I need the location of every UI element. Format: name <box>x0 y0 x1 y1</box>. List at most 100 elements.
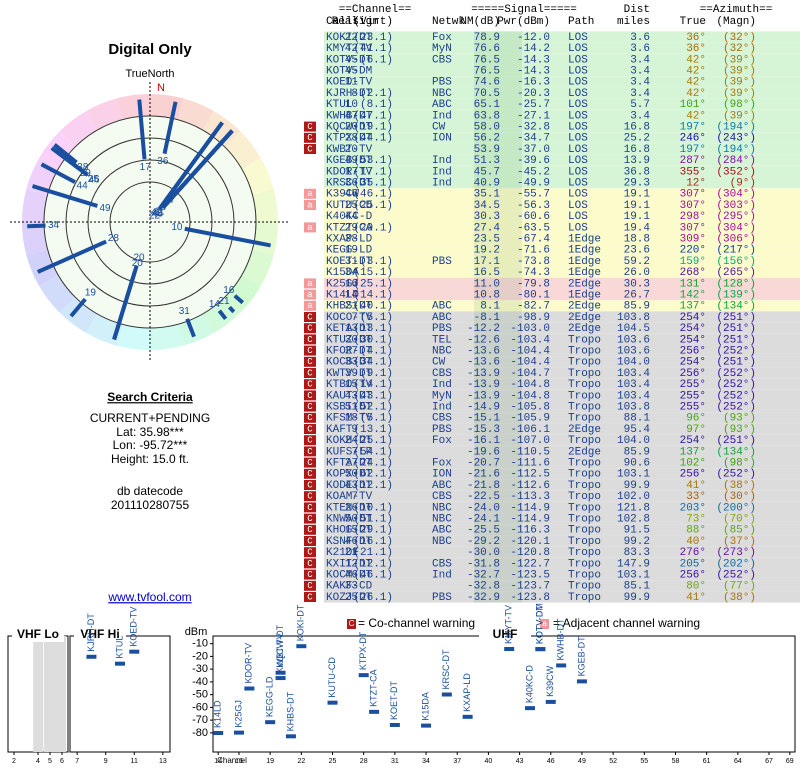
cell: 40° <box>686 536 706 548</box>
cell: (77°) <box>723 581 756 593</box>
cell: -113.3 <box>510 491 550 503</box>
cell: Tropo <box>568 413 601 425</box>
cell: KFTA-DT <box>326 458 373 470</box>
signal-bar <box>389 722 400 727</box>
cell: (15.1) <box>353 267 393 279</box>
cell: -37.0 <box>517 144 550 156</box>
signal-label: KJRH-DT <box>86 613 96 652</box>
cell: 46 <box>345 536 358 548</box>
title: Digital Only <box>108 41 192 58</box>
x-tick-label: 34 <box>422 758 430 765</box>
signal-label: KHBS-DT <box>285 691 295 731</box>
x-tick-label: 37 <box>453 758 461 765</box>
cell: -71.6 <box>517 245 550 257</box>
cell: CBS <box>432 558 452 570</box>
cell: Tropo <box>568 514 601 526</box>
cell: 254° <box>680 312 706 324</box>
cell: -73.8 <box>517 256 550 268</box>
cell: 2Edge <box>568 446 601 458</box>
cell: NBC <box>432 536 452 548</box>
cell: 15 <box>345 379 358 391</box>
cell: (25.1) <box>353 435 393 447</box>
signal-label: KWHB-DT <box>556 618 566 660</box>
warning-icon <box>304 457 316 468</box>
cell: 255° <box>680 402 706 414</box>
cell: Ind <box>432 155 452 167</box>
site-link[interactable]: www.tvfool.com <box>107 590 191 604</box>
cell: 287° <box>680 155 706 167</box>
x-tick-label: 58 <box>672 758 680 765</box>
cell: (3.1) <box>360 256 393 268</box>
cell: -19.6 <box>467 446 500 458</box>
signal-bar <box>369 709 380 714</box>
reserved-band <box>33 636 44 752</box>
cell: 45.7 <box>474 166 500 178</box>
signal-label: KTUL <box>114 636 124 659</box>
warning-letter: a <box>307 189 313 199</box>
cell: 11.0 <box>474 278 500 290</box>
cell: 36 <box>345 178 358 190</box>
cell: -32.9 <box>467 592 500 604</box>
cell: 91.5 <box>624 525 650 537</box>
datecode-label: db datecode <box>117 484 183 498</box>
row-background <box>324 580 800 592</box>
cell: -12.0 <box>517 32 550 44</box>
cell: 101° <box>680 99 706 111</box>
warning-icon <box>304 222 316 233</box>
warning-letter: a <box>307 301 313 311</box>
x-tick-label: 6 <box>60 758 64 765</box>
cell: 197° <box>680 122 706 134</box>
signal-label: KTPX-DT <box>358 631 368 670</box>
signal-label: KOKI-DT <box>296 604 306 641</box>
cell: 7 <box>351 312 358 324</box>
cell: 25 <box>345 592 358 604</box>
cell: NBC <box>432 346 452 358</box>
row-background <box>324 266 800 278</box>
cell: ABC <box>432 99 452 111</box>
cell: K15DA <box>326 267 359 279</box>
cell: PBS <box>432 77 452 89</box>
cell: (273°) <box>716 547 756 559</box>
datecode: 201110280755 <box>111 498 190 512</box>
cell: -103.4 <box>510 334 550 346</box>
cell: KHBS-DT <box>326 301 373 313</box>
cell: 2Edge <box>568 312 601 324</box>
cell: (39°) <box>723 88 756 100</box>
signal-label: KMYT-TV <box>504 605 514 644</box>
cell: KXII-DT <box>326 558 373 570</box>
cell: KHOG-DT <box>326 525 373 537</box>
warning-letter: C <box>307 357 313 367</box>
cell: 17.1 <box>474 256 501 268</box>
x-tick-label: 31 <box>391 758 399 765</box>
cell: 14 <box>345 290 359 302</box>
cell: (8.1) <box>360 99 393 111</box>
station-ray <box>36 239 107 274</box>
cell: (251°) <box>716 323 756 335</box>
cell: -67.4 <box>517 234 550 246</box>
cell: 88.1 <box>624 413 651 425</box>
warning-icon <box>304 468 316 479</box>
row-background <box>324 233 800 245</box>
cell: -16.1 <box>467 435 500 447</box>
warning-letter: C <box>307 380 313 390</box>
row-background <box>324 445 800 457</box>
row-background <box>324 109 800 121</box>
cell: Tropo <box>568 536 601 548</box>
cell: (52.1) <box>353 402 393 414</box>
cell: 256° <box>680 346 706 358</box>
warning-letter: C <box>307 492 313 502</box>
warning-icon <box>304 536 316 546</box>
cell: 97° <box>686 424 706 436</box>
cell: Tropo <box>568 357 601 369</box>
row-background <box>324 479 800 491</box>
row-background <box>324 300 800 312</box>
cell: 40.9 <box>474 178 500 190</box>
cell: KAKF-CD <box>326 581 373 593</box>
warning-letter: C <box>307 391 313 401</box>
warning-icon <box>304 289 316 300</box>
warning-icon <box>304 144 316 154</box>
row-background <box>324 333 800 345</box>
row-background <box>324 31 800 43</box>
cell: -32.8 <box>467 581 500 593</box>
